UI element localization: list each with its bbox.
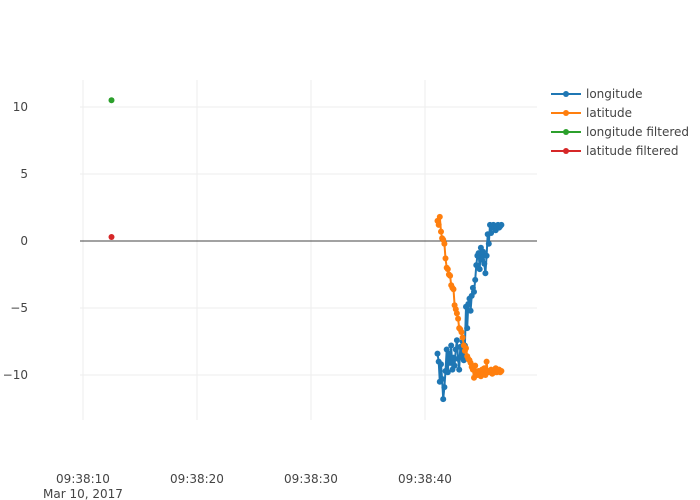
legend-label: latitude filtered [586, 144, 679, 158]
y-tick-label: −10 [3, 368, 28, 382]
data-point[interactable] [463, 345, 469, 352]
data-point[interactable] [481, 365, 488, 372]
data-point[interactable] [451, 362, 458, 369]
plot-area[interactable] [108, 97, 505, 403]
legend-swatch-marker [563, 110, 569, 116]
x-axis-date-label: Mar 10, 2017 [43, 487, 123, 500]
data-point[interactable] [450, 354, 457, 361]
data-point[interactable] [472, 276, 479, 283]
data-point[interactable] [453, 337, 460, 344]
data-point[interactable] [436, 213, 443, 220]
data-point[interactable] [447, 359, 454, 366]
x-tick-label: 09:38:10 [56, 472, 110, 486]
data-point[interactable] [488, 230, 495, 236]
data-point[interactable] [465, 301, 472, 307]
legend-label: longitude filtered [586, 125, 689, 139]
data-point[interactable] [455, 315, 462, 322]
data-point[interactable] [459, 334, 466, 341]
data-point[interactable] [435, 221, 442, 228]
y-tick-label: 10 [13, 100, 28, 114]
data-point[interactable] [447, 272, 454, 279]
data-point[interactable] [448, 342, 455, 349]
x-axis: Mar 10, 2017 09:38:10 09:38:20 09:38:30 09:… [43, 472, 452, 500]
x-tick-label: 09:38:40 [398, 472, 452, 486]
data-point[interactable] [485, 240, 492, 247]
y-tick-label: 5 [20, 167, 28, 181]
data-point[interactable] [445, 350, 452, 357]
series-longitude[interactable] [434, 221, 505, 403]
data-point[interactable] [456, 366, 463, 373]
legend-swatch-marker [563, 148, 569, 154]
data-point[interactable] [438, 228, 444, 235]
data-point[interactable] [453, 310, 460, 317]
legend-label: latitude [586, 106, 632, 120]
data-point[interactable] [467, 307, 474, 314]
y-axis: 10 5 0 −5 −10 [3, 100, 28, 382]
series-latitude-filtered[interactable] [108, 234, 115, 240]
legend-item[interactable]: longitude filtered [551, 125, 689, 139]
data-point[interactable] [439, 376, 446, 382]
data-point[interactable] [442, 255, 449, 262]
data-point[interactable] [481, 260, 488, 267]
data-point[interactable] [472, 362, 479, 369]
series-latitude[interactable] [434, 213, 505, 381]
y-tick-label: 0 [20, 234, 28, 248]
data-point[interactable] [460, 357, 467, 364]
x-tick-label: 09:38:30 [284, 472, 338, 486]
data-point[interactable] [483, 252, 490, 259]
data-point[interactable] [450, 286, 457, 293]
legend-swatch-marker [563, 91, 569, 97]
data-point[interactable] [476, 266, 483, 273]
grid [80, 80, 537, 420]
data-point[interactable] [444, 266, 451, 273]
data-point[interactable] [108, 234, 115, 240]
data-point[interactable] [438, 361, 444, 368]
data-point[interactable] [480, 248, 487, 255]
data-point[interactable] [108, 97, 115, 104]
data-point[interactable] [483, 358, 490, 365]
x-tick-label: 09:38:20 [170, 472, 224, 486]
legend-item[interactable]: latitude [551, 106, 632, 120]
data-point[interactable] [452, 346, 459, 353]
data-point[interactable] [471, 288, 477, 295]
series-longitude-filtered[interactable] [108, 97, 115, 104]
data-point[interactable] [440, 396, 447, 403]
data-point[interactable] [464, 325, 471, 332]
legend-item[interactable]: longitude [551, 87, 643, 101]
data-point[interactable] [458, 329, 465, 336]
data-point[interactable] [482, 270, 489, 277]
data-point[interactable] [475, 250, 482, 257]
data-point[interactable] [498, 368, 505, 374]
legend[interactable]: longitude latitude longitude filtered latit… [551, 87, 689, 158]
y-tick-label: −5 [10, 301, 28, 315]
data-point[interactable] [434, 350, 441, 357]
data-point[interactable] [444, 369, 451, 376]
legend-swatch-marker [563, 129, 569, 135]
data-point[interactable] [498, 221, 505, 228]
data-point[interactable] [473, 262, 480, 269]
data-point[interactable] [441, 240, 448, 247]
legend-label: longitude [586, 87, 643, 101]
data-point[interactable] [441, 384, 448, 391]
legend-item[interactable]: latitude filtered [551, 144, 679, 158]
